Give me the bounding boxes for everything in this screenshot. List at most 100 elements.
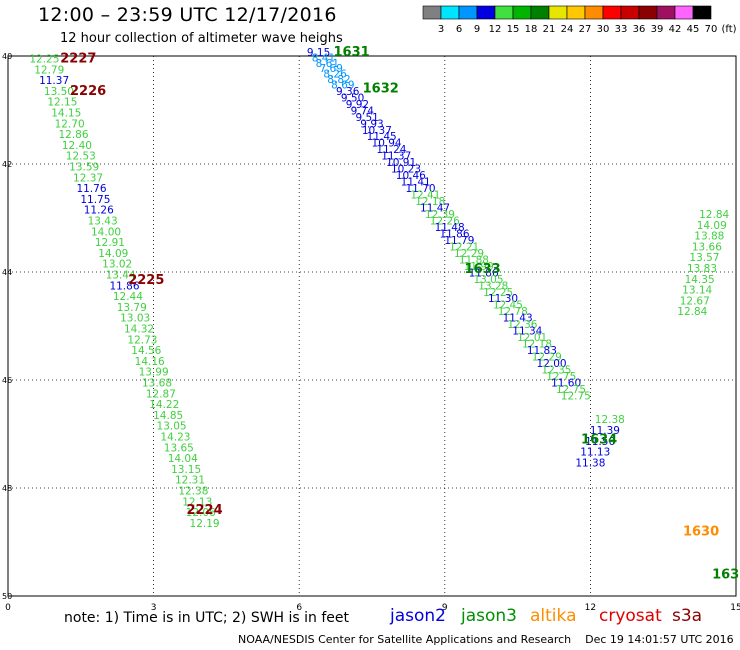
x-tick-label: 15: [730, 603, 740, 613]
data-point-label: 14.56: [131, 345, 161, 357]
data-point-label: 12.00: [537, 358, 567, 370]
data-point-label: 11.76: [76, 183, 106, 195]
colorbar-label: 30: [597, 24, 610, 35]
data-point-label: 12.35: [541, 365, 571, 377]
data-point-label: 11.13: [580, 447, 610, 459]
data-point-label: 12.84: [677, 306, 707, 318]
data-point-label: 12.53: [66, 151, 96, 163]
data-point-label: 11.70: [406, 183, 436, 195]
data-point-label: 12.44: [113, 291, 143, 303]
data-point-label: 12.75: [561, 390, 591, 402]
plot-frame: [7, 55, 737, 597]
data-point-label: 11.34: [512, 326, 542, 338]
data-point-label: 8.82: [327, 74, 350, 86]
data-point-label: 11.75: [80, 194, 110, 206]
data-point-label: 13.02: [102, 259, 132, 271]
data-point-label: 13.43: [88, 215, 118, 227]
data-point-label: 11.86: [469, 267, 499, 279]
data-point-label: 12.39: [425, 209, 455, 221]
colorbar-label: 45: [687, 24, 700, 35]
data-point-label: 9.51: [355, 112, 378, 124]
data-point-label: 11.88: [459, 254, 489, 266]
data-point-label: 12.01: [517, 332, 547, 344]
footer-credit: NOAA/NESDIS Center for Satellite Applica…: [238, 633, 734, 646]
data-point-label: 13.57: [689, 252, 719, 264]
data-point-label: 12.18: [415, 196, 445, 208]
data-point-label: 13.15: [171, 464, 201, 476]
legend-cryosat: cryosat: [599, 606, 662, 626]
data-point-label: 13.65: [164, 442, 194, 454]
colorbar-label: 27: [579, 24, 592, 35]
data-point-label: 8.41: [312, 52, 335, 64]
y-tick-label: 48: [2, 484, 12, 493]
legend-s3a: s3a: [672, 606, 703, 626]
data-point-label: 9.92: [346, 99, 369, 111]
data-point-label: 11.79: [444, 235, 474, 247]
colorbar-label: 36: [633, 24, 646, 35]
data-point-label: 11.37: [39, 75, 69, 87]
data-point-label: 11.26: [84, 205, 114, 217]
data-point-label: 14.85: [153, 410, 183, 422]
data-point-label: 11.86: [439, 228, 469, 240]
data-point-label: 12.75: [556, 384, 586, 396]
pass-label: 2227: [60, 51, 96, 66]
y-tick-label: 50: [2, 592, 12, 601]
pass-label: 1632: [363, 82, 399, 97]
data-point-label: 10.46: [396, 170, 426, 182]
pass-label: 1630: [683, 525, 719, 540]
data-point-label: 12.36: [507, 319, 537, 331]
x-tick-label: 3: [151, 603, 157, 613]
data-point-label: 13.50: [44, 86, 74, 98]
data-point-label: 12.31: [175, 475, 205, 487]
pass-label: 2226: [70, 84, 106, 99]
pass-label: 2224: [186, 503, 222, 518]
data-point-label: 11.30: [488, 293, 518, 305]
data-point-label: 10.94: [372, 138, 402, 150]
data-point-label: 12.70: [55, 118, 85, 130]
data-point-label: 14.00: [91, 226, 121, 238]
data-point-label: 13.14: [682, 285, 712, 297]
colorbar-label: 9: [474, 24, 480, 35]
data-point-label: 10.23: [391, 164, 421, 176]
data-point-label: 13.68: [142, 377, 172, 389]
pass-label: 1634: [581, 433, 617, 448]
chart-subtitle: 12 hour collection of altimeter wave hei…: [60, 31, 343, 46]
data-point-label: 9.93: [360, 118, 383, 130]
data-point-label: 12.25: [29, 53, 59, 65]
data-point-label: 12.45: [493, 300, 523, 312]
y-tick-label: 44: [2, 268, 12, 277]
colorbar-label: 6: [456, 24, 462, 35]
x-tick-label: 0: [5, 603, 11, 613]
data-point-label: 13.44: [106, 269, 136, 281]
data-point-label: 12.19: [190, 518, 220, 530]
data-point-label: 12.29: [454, 248, 484, 260]
data-point-label: 12.87: [146, 388, 176, 400]
colorbar-label: 12: [489, 24, 502, 35]
data-point-label: 14.09: [697, 220, 727, 232]
footer-note: note: 1) Time is in UTC; 2) SWH is in fe…: [64, 610, 350, 626]
data-point-label: 7.69: [320, 63, 343, 75]
data-point-label: 12.18: [522, 339, 552, 351]
legend-altika: altika: [530, 606, 577, 626]
x-tick-label: 12: [585, 603, 596, 613]
colorbar-label: (ft): [721, 24, 736, 35]
data-point-label: 12.40: [62, 140, 92, 152]
data-point-label: 8.61: [316, 58, 339, 70]
timestamp-text: Dec 19 14:01:57 UTC 2016: [585, 633, 734, 646]
data-point-label: 13.28: [478, 280, 508, 292]
data-point-label: 12.15: [47, 97, 77, 109]
data-point-label: 11.41: [401, 177, 431, 189]
data-point-label: 13.05: [157, 421, 187, 433]
data-point-label: 14.22: [149, 399, 179, 411]
colorbar-label: 3: [438, 24, 444, 35]
x-tick-label: 6: [296, 603, 302, 613]
data-point-label: 13.88: [694, 231, 724, 243]
pass-label: 1631: [334, 45, 370, 60]
y-tick-label: 40: [2, 52, 12, 61]
pass-label: 1633: [465, 262, 501, 277]
data-point-label: 8.26: [323, 69, 347, 81]
data-point-label: 11.38: [575, 457, 605, 469]
data-point-label: 11.47: [420, 203, 450, 215]
data-point-label: 13.83: [687, 263, 717, 275]
data-point-label: 13.99: [139, 367, 169, 379]
